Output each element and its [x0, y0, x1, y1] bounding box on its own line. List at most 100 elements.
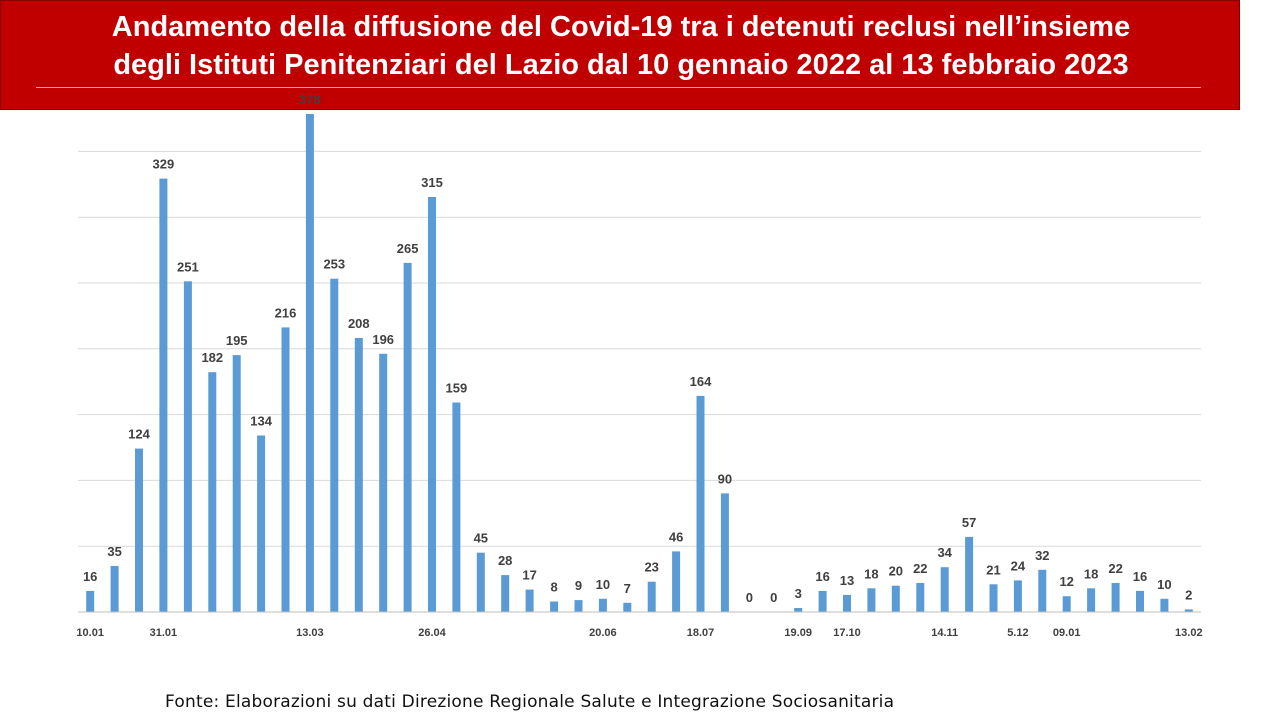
data-labels: 1635124329251182195134216378253208196265… — [83, 92, 1192, 605]
data-label: 216 — [275, 305, 297, 320]
bar — [86, 590, 95, 612]
bar — [940, 567, 949, 612]
bar — [183, 281, 192, 612]
data-label: 28 — [498, 553, 512, 568]
data-label: 32 — [1035, 548, 1049, 563]
data-label: 0 — [770, 590, 777, 605]
chart-title-line-1: Andamento della diffusione del Covid-19 … — [111, 11, 1131, 43]
bar — [428, 197, 436, 612]
bar — [891, 585, 900, 612]
bar — [525, 589, 534, 612]
title-divider — [36, 87, 1201, 88]
x-axis: 10.01 31.01 13.03 26.04 20.06 18.07 19.09 17.10… — [76, 611, 1203, 639]
bar — [696, 395, 705, 612]
bar — [1087, 588, 1096, 612]
bar — [574, 600, 583, 612]
data-label: 159 — [446, 381, 468, 396]
x-tick-label: 18.07 — [687, 627, 715, 639]
x-tick-label: 5.12 — [1007, 627, 1028, 639]
bar — [1136, 590, 1144, 612]
data-label: 124 — [128, 427, 150, 442]
bar — [135, 448, 143, 612]
bar — [916, 583, 925, 612]
data-label: 2 — [1185, 587, 1192, 602]
chart-title-line-2: degli Istituti Penitenziari del Lazio da… — [113, 49, 1129, 81]
bar — [354, 338, 363, 612]
data-label: 22 — [1108, 561, 1122, 576]
data-label: 18 — [1084, 566, 1098, 581]
data-label: 329 — [153, 157, 175, 172]
data-label: 16 — [1133, 569, 1147, 584]
data-label: 164 — [690, 374, 712, 389]
data-label: 16 — [815, 569, 829, 584]
x-tick-label: 09.01 — [1053, 627, 1081, 639]
bar — [501, 575, 510, 612]
data-label: 3 — [795, 586, 802, 601]
gridlines — [78, 150, 1201, 547]
data-label: 196 — [372, 332, 394, 347]
bar — [1111, 583, 1120, 612]
title-banner: Andamento della diffusione del Covid-19 … — [0, 0, 1240, 110]
data-label: 34 — [937, 545, 952, 560]
bar — [403, 262, 412, 612]
bar — [110, 565, 119, 612]
bar — [1013, 580, 1022, 612]
x-tick-label: 20.06 — [589, 627, 617, 639]
bar — [647, 581, 656, 612]
x-tick-label: 14.11 — [931, 627, 958, 639]
data-label: 90 — [718, 471, 732, 486]
bar — [1184, 609, 1193, 612]
data-label: 10 — [596, 577, 610, 592]
data-label: 12 — [1059, 574, 1073, 589]
data-label: 378 — [299, 92, 321, 107]
data-label: 251 — [177, 259, 199, 274]
data-label: 45 — [474, 531, 488, 546]
x-tick-label: 13.02 — [1175, 627, 1203, 639]
data-label: 208 — [348, 316, 370, 331]
data-label: 13 — [840, 573, 854, 588]
data-label: 24 — [1011, 558, 1026, 573]
bar — [1038, 569, 1047, 612]
data-label: 22 — [913, 561, 927, 576]
bar — [379, 353, 388, 612]
bar — [305, 114, 314, 612]
bar — [281, 327, 290, 612]
bar — [818, 590, 827, 612]
data-label: 253 — [323, 257, 345, 272]
x-tick-label: 10.01 — [76, 627, 104, 639]
bar — [159, 178, 168, 612]
bar — [720, 493, 729, 612]
x-tick-label: 13.03 — [296, 627, 324, 639]
bar — [452, 402, 461, 612]
bar — [1062, 596, 1071, 612]
data-label: 195 — [226, 333, 248, 348]
data-label: 17 — [522, 568, 536, 583]
data-label: 10 — [1157, 577, 1171, 592]
data-label: 182 — [201, 350, 223, 365]
data-label: 9 — [575, 578, 582, 593]
bar — [330, 278, 339, 612]
data-label: 265 — [397, 241, 419, 256]
bar — [843, 594, 851, 612]
data-label: 8 — [550, 580, 557, 595]
bar — [550, 601, 559, 612]
data-label: 57 — [962, 515, 976, 530]
bar — [965, 536, 974, 612]
bars — [86, 114, 1193, 612]
bar — [989, 584, 998, 612]
data-label: 16 — [83, 569, 97, 584]
data-label: 20 — [889, 564, 903, 579]
data-label: 46 — [669, 529, 683, 544]
bar — [867, 588, 876, 612]
bar — [232, 355, 241, 612]
bar — [623, 602, 632, 612]
data-label: 35 — [107, 544, 121, 559]
bar — [794, 608, 803, 612]
source-note: Fonte: Elaborazioni su dati Direzione Re… — [165, 692, 895, 712]
data-label: 21 — [986, 562, 1000, 577]
bar — [1160, 598, 1169, 612]
data-label: 23 — [644, 560, 658, 575]
bar — [672, 551, 681, 612]
bar — [208, 372, 217, 612]
